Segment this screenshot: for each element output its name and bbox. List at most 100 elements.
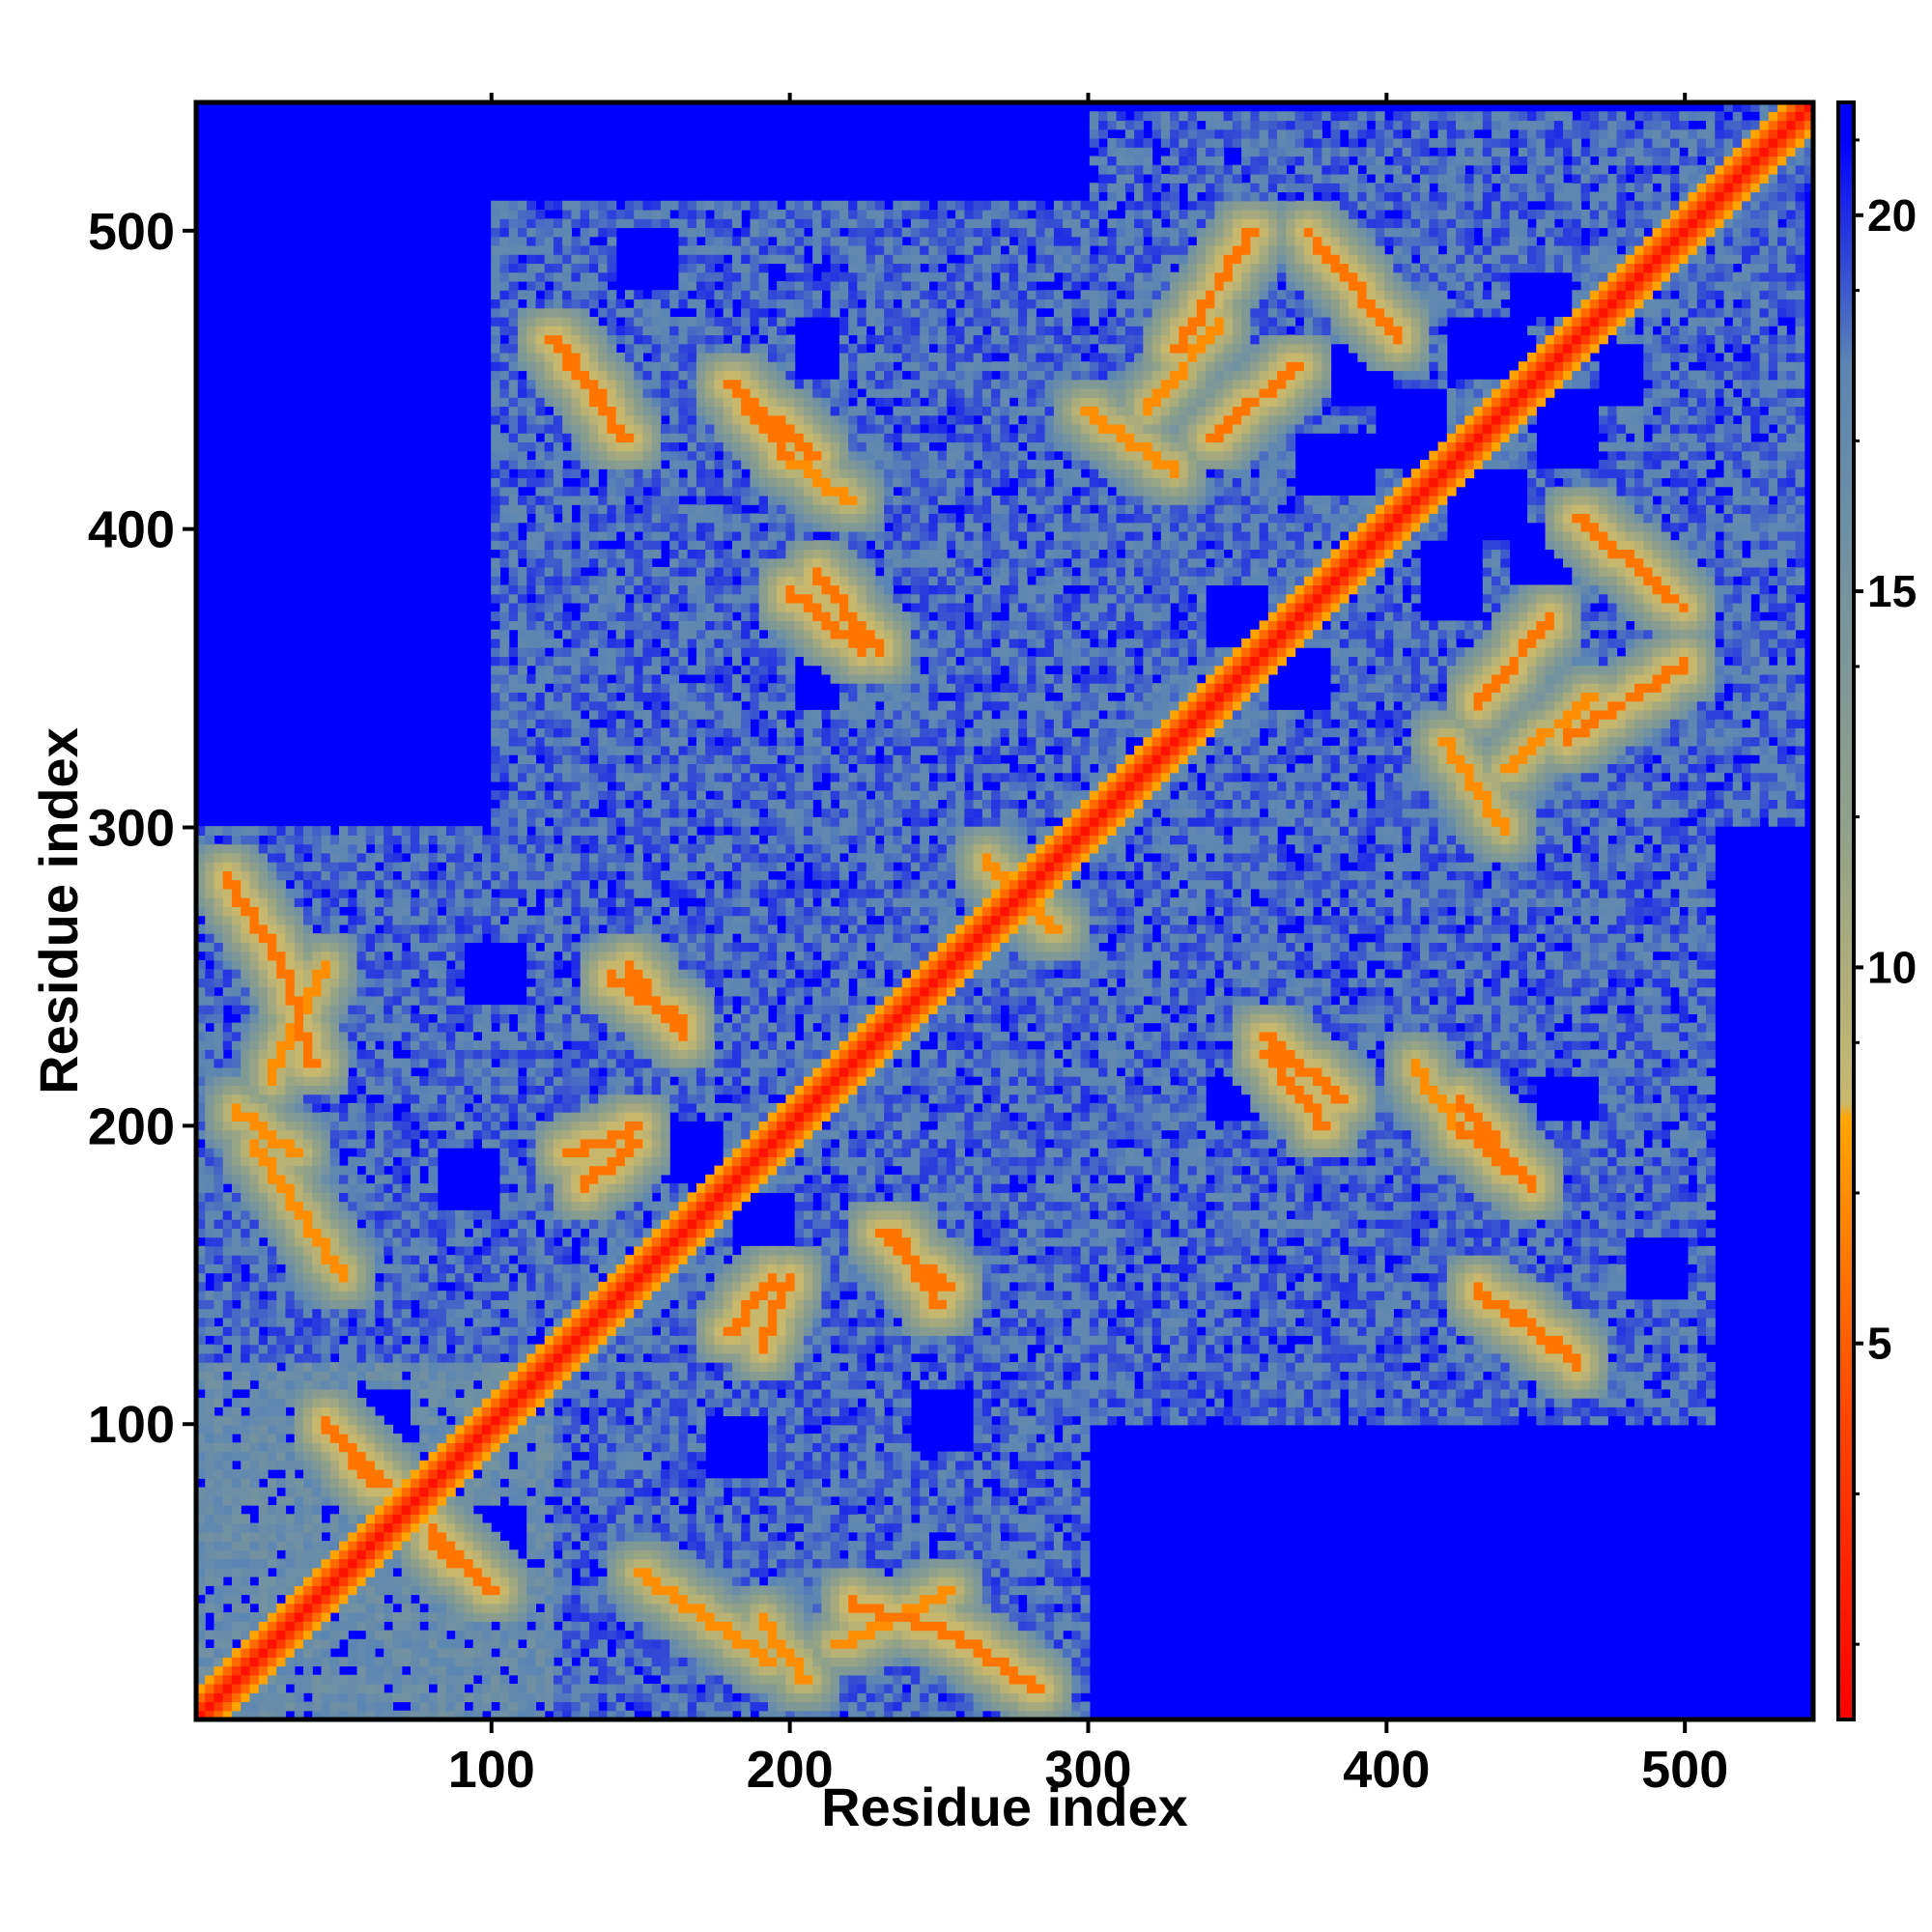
heatmap-cell: [741, 1692, 751, 1702]
heatmap-cell: [714, 1675, 724, 1685]
heatmap-cell: [1009, 1657, 1019, 1666]
heatmap-cell: [482, 1631, 492, 1640]
heatmap-cell: [831, 1702, 840, 1712]
heatmap-cell: [1027, 1604, 1037, 1613]
heatmap-cell: [1063, 1666, 1072, 1676]
heatmap-cell: [678, 1702, 688, 1712]
heatmap-cell: [375, 1585, 384, 1595]
heatmap-cell: [616, 1604, 626, 1613]
heatmap-cell: [812, 1648, 822, 1658]
heatmap-cell: [535, 1621, 545, 1631]
heatmap-cell: [848, 1595, 858, 1605]
heatmap-cell: [535, 1585, 545, 1595]
heatmap-cell: [1009, 1692, 1019, 1702]
heatmap-cell: [392, 1684, 402, 1693]
heatmap-cell: [642, 1684, 652, 1693]
heatmap-cell: [705, 1595, 715, 1605]
heatmap-cell: [678, 1631, 688, 1640]
heatmap-cell: [947, 1666, 956, 1676]
heatmap-cell: [446, 1648, 456, 1658]
heatmap-cell: [348, 1585, 357, 1595]
heatmap-cell: [598, 1692, 608, 1702]
heatmap-cell: [295, 1639, 304, 1649]
heatmap-cell: [545, 1666, 554, 1676]
heatmap-cell: [285, 1692, 295, 1702]
heatmap-cell: [223, 1702, 233, 1712]
heatmap-cell: [678, 1675, 688, 1685]
heatmap-cell: [285, 1585, 295, 1595]
heatmap-cell: [867, 1675, 876, 1685]
heatmap-cell: [678, 1692, 688, 1702]
heatmap-cell: [518, 1702, 527, 1712]
heatmap-cell: [598, 1675, 608, 1685]
heatmap-cell: [554, 1612, 563, 1622]
heatmap-cell: [947, 1612, 956, 1622]
heatmap-cell: [295, 1692, 304, 1702]
heatmap-cell: [1081, 1595, 1091, 1605]
heatmap-cell: [848, 1684, 858, 1693]
heatmap-cell: [259, 1648, 269, 1658]
heatmap-cell: [768, 1631, 778, 1640]
heatmap-cell: [384, 1585, 393, 1595]
heatmap-cell: [696, 1631, 706, 1640]
heatmap-cell: [804, 1595, 813, 1605]
heatmap-cell: [509, 1648, 519, 1658]
heatmap-cell: [1081, 1639, 1091, 1649]
heatmap-cell: [1036, 1612, 1045, 1622]
heatmap-cell: [831, 1648, 858, 1658]
heatmap-cell: [446, 1585, 456, 1595]
heatmap-cell: [268, 1631, 277, 1640]
heatmap-cell: [509, 1595, 519, 1605]
heatmap-cell: [554, 1648, 563, 1658]
heatmap-cell: [1063, 1604, 1072, 1613]
heatmap-cell: [1045, 1631, 1055, 1640]
heatmap-cell: [491, 1666, 500, 1676]
heatmap-cell: [598, 1612, 608, 1622]
heatmap-cell: [438, 1675, 447, 1685]
heatmap-cell: [974, 1621, 983, 1631]
heatmap-cell: [214, 1621, 224, 1631]
heatmap-cell: [705, 1675, 715, 1685]
heatmap-cell: [241, 1675, 250, 1685]
heatmap-cell: [812, 1639, 822, 1649]
heatmap-cell: [652, 1621, 662, 1631]
heatmap-cell: [705, 1631, 724, 1640]
heatmap-cell: [875, 1631, 894, 1640]
heatmap-cell: [428, 1612, 438, 1622]
heatmap-cell: [1045, 1639, 1055, 1649]
heatmap-cell: [652, 1702, 662, 1712]
heatmap-cell: [303, 1675, 313, 1685]
heatmap-cell: [366, 1648, 376, 1658]
heatmap-cell: [295, 1604, 304, 1613]
heatmap-cell: [831, 1639, 858, 1649]
heatmap-cell: [625, 1666, 635, 1676]
heatmap-cell: [1071, 1666, 1081, 1676]
heatmap-cell: [678, 1621, 688, 1631]
heatmap-cell: [509, 1639, 519, 1649]
heatmap-cell: [625, 1657, 635, 1666]
heatmap-cell: [356, 1595, 366, 1605]
heatmap-cell: [384, 1666, 393, 1676]
heatmap-cell: [669, 1702, 679, 1712]
heatmap-cell: [356, 1604, 366, 1613]
heatmap-cell: [348, 1621, 357, 1631]
heatmap-cell: [411, 1684, 420, 1693]
heatmap-cell: [732, 1595, 742, 1605]
heatmap-cell: [1009, 1684, 1028, 1693]
heatmap-cell: [295, 1595, 304, 1605]
heatmap-cell: [491, 1684, 500, 1693]
heatmap-cell: [777, 1595, 786, 1605]
heatmap-cell: [1009, 1675, 1037, 1685]
heatmap-cell: [741, 1675, 751, 1685]
heatmap-cell: [366, 1585, 376, 1595]
heatmap-cell: [642, 1692, 652, 1702]
heatmap-cell: [777, 1702, 786, 1712]
heatmap-cell: [893, 1692, 902, 1702]
heatmap-cell: [768, 1604, 778, 1613]
heatmap-cell: [759, 1702, 769, 1712]
heatmap-cell: [1018, 1657, 1028, 1666]
heatmap-cell: [402, 1639, 412, 1649]
heatmap-cell: [768, 1612, 778, 1622]
heatmap-cell: [848, 1631, 875, 1640]
heatmap-cell: [661, 1604, 670, 1613]
